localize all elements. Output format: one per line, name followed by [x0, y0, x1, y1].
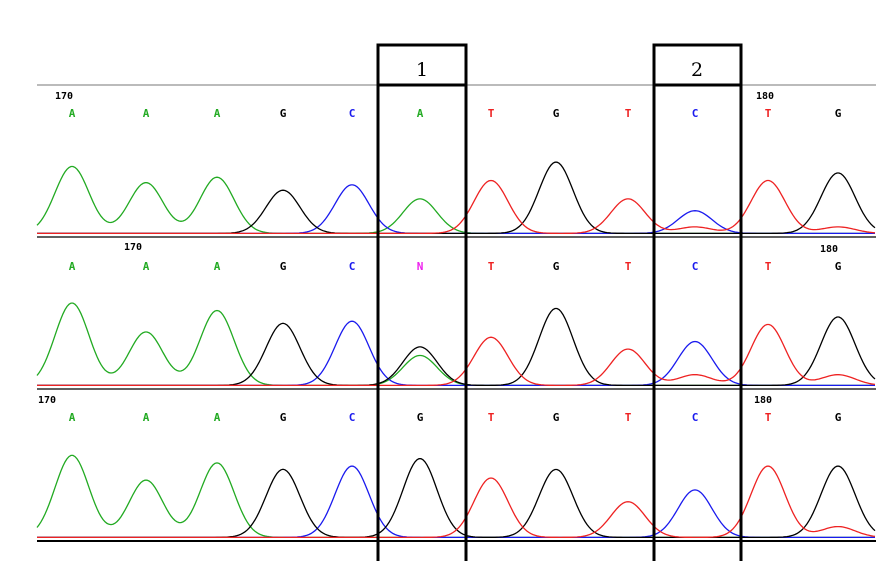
- base-call-T: T: [488, 260, 495, 273]
- base-call-G: G: [280, 411, 287, 424]
- base-call-A: A: [214, 260, 221, 273]
- highlight-box-2-label: 2: [691, 59, 703, 81]
- highlight-box-1-label: 1: [416, 59, 428, 81]
- base-call-T: T: [625, 107, 632, 120]
- base-call-G: G: [553, 107, 560, 120]
- trace-T: [37, 179, 876, 235]
- base-call-N: N: [417, 260, 424, 273]
- base-call-G: G: [835, 107, 842, 120]
- base-call-T: T: [625, 260, 632, 273]
- base-call-C: C: [692, 107, 699, 120]
- base-call-A: A: [143, 411, 150, 424]
- trace-track-1: 170 180 A A A G C A T G T C T G: [36, 91, 876, 238]
- base-call-C: C: [349, 107, 356, 120]
- position-label: 180: [756, 91, 774, 102]
- base-call-T: T: [488, 107, 495, 120]
- position-label: 180: [820, 244, 838, 255]
- base-call-A: A: [69, 107, 76, 120]
- position-label: 170: [38, 395, 56, 406]
- base-call-G: G: [553, 411, 560, 424]
- base-call-T: T: [765, 411, 772, 424]
- base-call-A: A: [69, 260, 76, 273]
- position-label: 180: [754, 395, 772, 406]
- base-call-A: A: [214, 107, 221, 120]
- highlight-box-2: [652, 43, 743, 565]
- base-call-A: A: [143, 107, 150, 120]
- base-call-G: G: [835, 260, 842, 273]
- figure-background: [8, 8, 876, 554]
- base-call-G: G: [280, 260, 287, 273]
- base-call-G: G: [417, 411, 424, 424]
- trace-T: [37, 465, 876, 539]
- base-call-C: C: [692, 260, 699, 273]
- base-call-T: T: [488, 411, 495, 424]
- base-call-T: T: [765, 107, 772, 120]
- base-call-A: A: [214, 411, 221, 424]
- base-call-G: G: [280, 107, 287, 120]
- base-call-A: A: [417, 107, 424, 120]
- base-call-G: G: [835, 411, 842, 424]
- base-call-G: G: [553, 260, 560, 273]
- highlight-boxes: 1 2: [376, 43, 743, 565]
- base-call-C: C: [349, 260, 356, 273]
- trace-T: [37, 323, 876, 387]
- trace-track-2: 170 180 A A A G C N T G T C T G: [36, 242, 876, 390]
- base-call-A: A: [69, 411, 76, 424]
- base-call-C: C: [349, 411, 356, 424]
- base-call-T: T: [625, 411, 632, 424]
- highlight-box-1: [376, 43, 468, 565]
- position-label: 170: [55, 91, 73, 102]
- base-call-C: C: [692, 411, 699, 424]
- base-call-A: A: [143, 260, 150, 273]
- position-label: 170: [124, 242, 142, 253]
- base-call-T: T: [765, 260, 772, 273]
- trace-track-3: 170 180 A A A G C G T G T C T G: [36, 395, 876, 542]
